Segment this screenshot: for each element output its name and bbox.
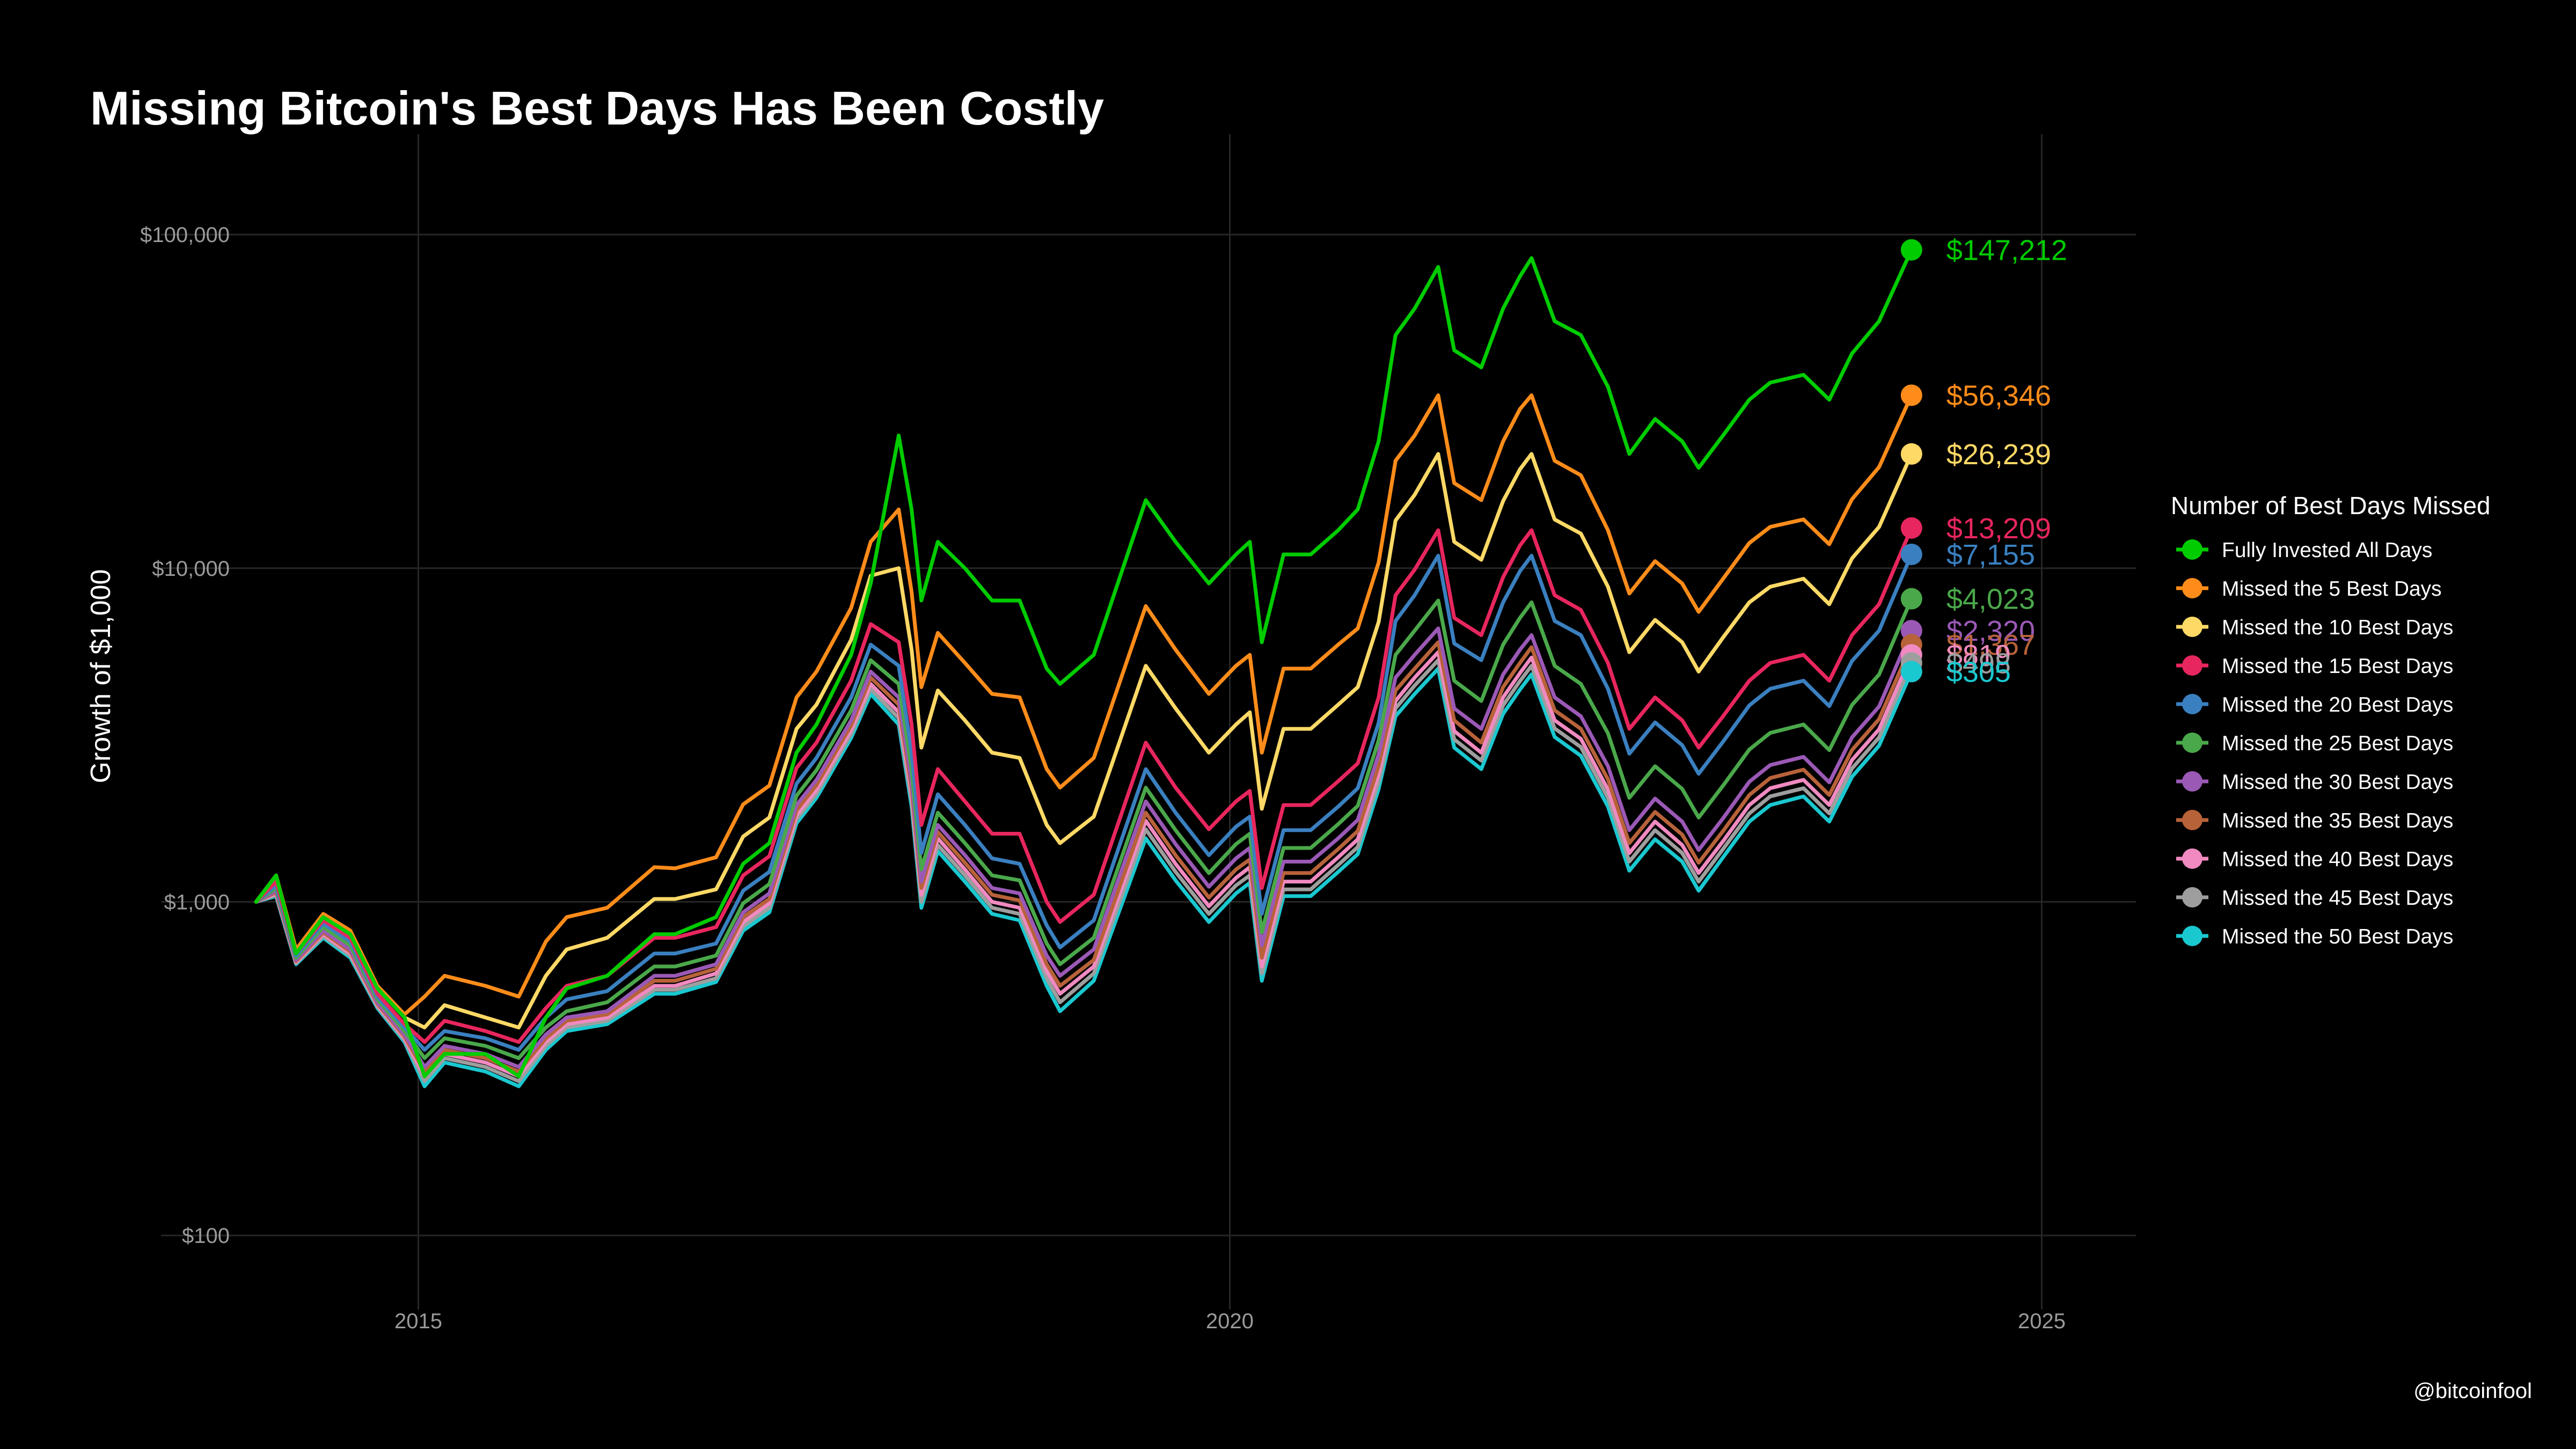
y-tick-label: $1,000: [164, 890, 230, 914]
x-tick-label: 2020: [1206, 1309, 1254, 1333]
series-line: [254, 640, 1914, 1074]
series-line: [254, 248, 1914, 1078]
y-tick-label: $100: [182, 1224, 230, 1248]
legend-item-label: Missed the 30 Best Days: [2222, 771, 2453, 794]
grid-lines: [161, 134, 2136, 1309]
series-end-label: $305: [1946, 656, 2011, 688]
legend-key-dot: [2182, 887, 2202, 908]
legend-key-dot: [2182, 539, 2202, 560]
credit-handle: @bitcoinfool: [2413, 1379, 2532, 1403]
series-line: [254, 626, 1914, 1069]
y-tick-label: $100,000: [140, 223, 230, 247]
series-endpoint-marker: [1900, 661, 1922, 683]
x-axis-ticks: 2015 2020 2025: [394, 1309, 2066, 1333]
legend-item-label: Missed the 25 Best Days: [2222, 732, 2453, 755]
series-line: [254, 650, 1914, 1078]
series-end-label: $56,346: [1946, 379, 2051, 412]
legend-title: Number of Best Days Missed: [2171, 492, 2491, 519]
legend-key-dot: [2182, 733, 2202, 753]
series-line: [254, 452, 1914, 1030]
y-tick-label: $10,000: [152, 557, 230, 581]
series-line: [254, 667, 1914, 1088]
series-endpoint-marker: [1900, 443, 1922, 465]
series-end-label: $2,320: [1946, 615, 2035, 647]
series-end-label: $4,023: [1946, 583, 2035, 616]
series-endpoints: $147,212 $56,346 $26,239 $13,209$7,155 $4,02…: [1900, 235, 2067, 688]
legend-key-dot: [2182, 617, 2202, 637]
series-endpoint-marker: [1900, 544, 1922, 566]
legend-item-label: Missed the 40 Best Days: [2222, 848, 2453, 871]
series-endpoint-marker: [1900, 588, 1922, 610]
legend-key-dot: [2182, 655, 2202, 676]
legend-item-label: Missed the 50 Best Days: [2222, 925, 2453, 948]
y-axis-ticks: $100 $1,000 $10,000 $100,000: [140, 223, 230, 1248]
legend-item-label: Missed the 45 Best Days: [2222, 887, 2453, 910]
legend-key-dot: [2182, 926, 2202, 946]
legend-item-label: Missed the 10 Best Days: [2222, 616, 2453, 639]
legend: Number of Best Days Missed Fully Investe…: [2171, 492, 2491, 948]
y-axis-title: Growth of $1,000: [85, 569, 116, 784]
series-line: [254, 597, 1914, 1060]
legend-key-dot: [2182, 694, 2202, 714]
series-end-label: $13,209: [1946, 513, 2051, 545]
series-end-label: $7,155: [1946, 539, 2035, 571]
series-end-label: $1,367: [1946, 629, 2035, 661]
x-tick-label: 2015: [394, 1309, 442, 1333]
series-endpoint-marker: [1900, 239, 1922, 261]
chart-title: Missing Bitcoin's Best Days Has Been Cos…: [90, 82, 1104, 135]
series-line: [254, 526, 1914, 1044]
series-end-label: $819: [1946, 639, 2011, 671]
legend-item-label: Missed the 15 Best Days: [2222, 655, 2453, 678]
legend-item-label: Missed the 20 Best Days: [2222, 693, 2453, 716]
legend-key-dot: [2182, 848, 2202, 869]
legend-key-dot: [2182, 771, 2202, 792]
series-endpoint-marker: [1900, 384, 1922, 406]
x-tick-label: 2025: [2018, 1309, 2066, 1333]
series-end-label: $498: [1946, 647, 2011, 679]
series-endpoint-marker: [1900, 517, 1922, 539]
legend-key-dot: [2182, 578, 2202, 598]
legend-key-dot: [2182, 810, 2202, 830]
series-lines: [254, 248, 1914, 1088]
legend-item-label: Missed the 5 Best Days: [2222, 577, 2442, 601]
series-end-label: $147,212: [1946, 235, 2067, 267]
series-line: [254, 393, 1914, 1016]
legend-item-label: Fully Invested All Days: [2222, 539, 2432, 562]
series-end-label: $26,239: [1946, 438, 2051, 471]
series-line: [254, 658, 1914, 1084]
legend-item-label: Missed the 35 Best Days: [2222, 809, 2453, 832]
